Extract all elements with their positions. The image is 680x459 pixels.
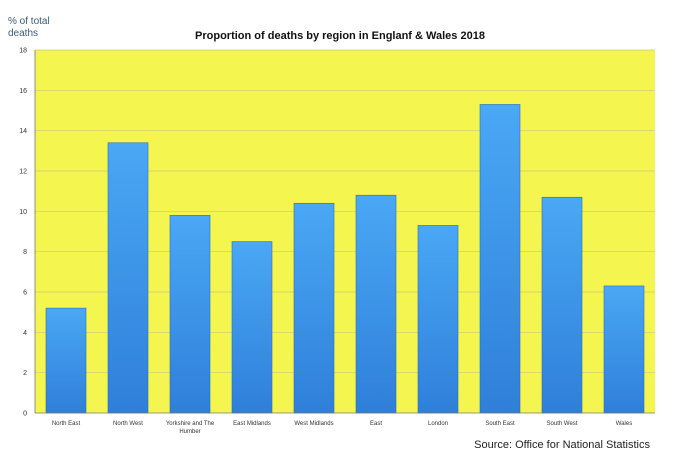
x-tick-label: Yorkshire and The — [166, 421, 215, 427]
bar-north-east — [45, 307, 87, 414]
y-tick-label: 2 — [23, 370, 27, 377]
x-tick-label: East — [370, 421, 382, 427]
y-axis-label-line-1: % of total — [8, 16, 50, 27]
y-tick-label: 0 — [23, 411, 27, 418]
x-tick-label: North East — [52, 421, 81, 427]
bars — [45, 104, 645, 414]
y-axis: 0 2 4 6 8 10 12 14 16 18 — [19, 48, 27, 418]
y-axis-label-line-2: deaths — [8, 28, 38, 39]
bar-yorkshire-and-the-humber — [169, 215, 211, 414]
y-tick-label: 8 — [23, 249, 27, 256]
x-tick-label: Wales — [616, 421, 632, 427]
y-tick-label: 14 — [19, 128, 27, 135]
chart-title: Proportion of deaths by region in Englan… — [195, 30, 485, 42]
bar-east-midlands — [231, 241, 273, 414]
x-tick-label: East Midlands — [233, 421, 271, 427]
x-tick-label: West Midlands — [294, 421, 333, 427]
x-tick-label: Humber — [179, 429, 200, 435]
bar-south-east — [479, 104, 521, 414]
bar-north-west — [107, 142, 149, 414]
source-note: Source: Office for National Statistics — [474, 439, 650, 451]
bar-west-midlands — [293, 202, 335, 414]
y-tick-label: 12 — [19, 169, 27, 176]
x-axis: North East North West Yorkshire and The Hum… — [52, 421, 632, 435]
y-tick-label: 18 — [19, 48, 27, 55]
y-tick-label: 16 — [19, 88, 27, 95]
bar-east — [355, 194, 397, 414]
y-tick-label: 10 — [19, 209, 27, 216]
x-tick-label: North West — [113, 421, 143, 427]
bar-wales — [603, 285, 645, 414]
y-tick-label: 4 — [23, 330, 27, 337]
x-tick-label: London — [428, 421, 448, 427]
x-tick-label: South East — [485, 421, 515, 427]
x-tick-label: South West — [547, 421, 578, 427]
y-tick-label: 6 — [23, 290, 27, 297]
bar-south-west — [541, 196, 583, 414]
bar-london — [417, 225, 459, 414]
